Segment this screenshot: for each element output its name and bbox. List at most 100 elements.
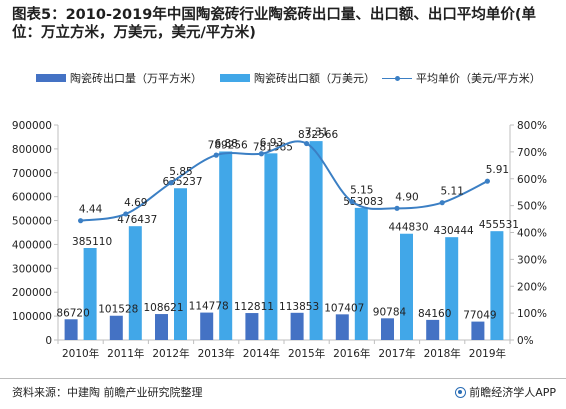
combo-chart: 0 100000 200000 300000 400000 500000 600000 700… bbox=[12, 120, 547, 360]
right-tick-label: 700% bbox=[517, 147, 547, 159]
label-volume: 112811 bbox=[234, 301, 274, 313]
x-tick-label: 2013年 bbox=[198, 347, 235, 360]
bar-value bbox=[490, 231, 504, 340]
right-tick-label: 500% bbox=[517, 201, 547, 213]
legend-label-value: 陶瓷砖出口额（万美元） bbox=[254, 72, 375, 85]
label-price: 5.91 bbox=[486, 164, 509, 176]
price-point bbox=[439, 200, 445, 206]
legend-item-value: 陶瓷砖出口额（万美元） bbox=[220, 70, 375, 86]
right-tick-label: 800% bbox=[517, 120, 547, 132]
bar-value bbox=[354, 207, 368, 340]
bar-volume bbox=[335, 314, 349, 340]
label-value: 430444 bbox=[434, 225, 474, 237]
label-volume: 84160 bbox=[418, 308, 451, 320]
bar-volume bbox=[290, 312, 304, 340]
bar-volume bbox=[471, 321, 485, 340]
label-volume: 113853 bbox=[279, 301, 319, 313]
legend-swatch-price bbox=[382, 74, 412, 82]
label-volume: 114778 bbox=[189, 301, 229, 313]
brand-name: 前瞻经济学人APP bbox=[469, 386, 556, 399]
legend-label-volume: 陶瓷砖出口量（万平方米） bbox=[70, 72, 202, 85]
left-tick-label: 200000 bbox=[12, 287, 52, 299]
price-point bbox=[394, 205, 400, 211]
bar-value bbox=[219, 151, 233, 340]
label-value: 789256 bbox=[208, 139, 248, 151]
price-point bbox=[304, 140, 310, 147]
label-price: 4.90 bbox=[395, 191, 418, 203]
label-value: 553083 bbox=[343, 196, 383, 208]
price-line bbox=[80, 140, 488, 222]
right-tick-label: 300% bbox=[517, 254, 547, 266]
bar-value bbox=[174, 188, 187, 340]
label-price: 5.85 bbox=[169, 166, 192, 178]
label-value: 385110 bbox=[72, 236, 112, 248]
label-volume: 108621 bbox=[143, 302, 183, 314]
label-volume: 77049 bbox=[463, 310, 496, 322]
left-tick-label: 100000 bbox=[12, 311, 52, 323]
label-value: 832566 bbox=[298, 129, 338, 141]
right-tick-label: 100% bbox=[517, 308, 547, 320]
right-tick-label: 400% bbox=[517, 228, 547, 240]
legend-swatch-value bbox=[220, 74, 250, 82]
right-tick-label: 600% bbox=[517, 174, 547, 186]
label-price: 7.31 bbox=[305, 127, 328, 139]
left-tick-label: 800000 bbox=[12, 144, 52, 156]
label-value: 444830 bbox=[388, 222, 428, 234]
legend-item-price: 平均单价（美元/平方米） bbox=[382, 70, 541, 86]
bar-volume bbox=[64, 319, 78, 340]
price-point bbox=[258, 151, 264, 157]
label-volume: 107407 bbox=[324, 302, 364, 314]
label-price: 6.88 bbox=[215, 138, 238, 150]
brand: 前瞻经济学人APP bbox=[455, 384, 556, 400]
label-price: 5.15 bbox=[350, 185, 373, 197]
source-note: 资料来源：中建陶 前瞻产业研究院整理 bbox=[12, 386, 203, 399]
price-point bbox=[168, 180, 174, 186]
x-tick-label: 2019年 bbox=[469, 347, 506, 360]
bar-volume bbox=[200, 312, 214, 340]
x-tick-label: 2018年 bbox=[424, 347, 461, 360]
price-point bbox=[123, 211, 129, 217]
x-tick-label: 2017年 bbox=[378, 347, 415, 360]
left-tick-label: 400000 bbox=[12, 239, 52, 251]
price-point bbox=[349, 198, 355, 205]
label-value: 635237 bbox=[162, 176, 202, 188]
footer: 资料来源：中建陶 前瞻产业研究院整理 前瞻经济学人APP bbox=[0, 378, 566, 409]
left-tick-label: 600000 bbox=[12, 192, 52, 204]
label-value: 781385 bbox=[253, 141, 293, 153]
legend: 陶瓷砖出口量（万平方米） 陶瓷砖出口额（万美元） 平均单价（美元/平方米） bbox=[0, 70, 566, 88]
bar-value bbox=[400, 233, 413, 340]
label-price: 6.93 bbox=[260, 137, 283, 149]
legend-item-volume: 陶瓷砖出口量（万平方米） bbox=[36, 70, 202, 86]
label-volume: 101528 bbox=[98, 304, 138, 316]
bar-value bbox=[128, 226, 142, 340]
price-point bbox=[484, 178, 490, 184]
legend-swatch-volume bbox=[36, 74, 66, 82]
bar-value bbox=[264, 153, 278, 340]
brand-logo-icon bbox=[455, 386, 467, 398]
chart-title: 图表5：2010-2019年中国陶瓷砖行业陶瓷砖出口量、出口额、出口平均单价(单… bbox=[12, 7, 536, 41]
price-point bbox=[78, 218, 84, 224]
price-point bbox=[213, 152, 219, 158]
bar-volume bbox=[381, 318, 394, 340]
bar-volume bbox=[109, 315, 123, 340]
label-price: 5.11 bbox=[441, 186, 464, 198]
left-tick-label: 900000 bbox=[12, 120, 52, 132]
left-tick-label: 700000 bbox=[12, 168, 52, 180]
x-tick-label: 2014年 bbox=[243, 347, 280, 360]
legend-label-price: 平均单价（美元/平方米） bbox=[416, 72, 541, 85]
x-tick-label: 2016年 bbox=[333, 347, 370, 360]
left-tick-label: 300000 bbox=[12, 263, 52, 275]
x-tick-label: 2012年 bbox=[152, 347, 189, 360]
label-volume: 90784 bbox=[373, 306, 407, 318]
bar-value bbox=[83, 248, 97, 340]
bar-volume bbox=[245, 313, 259, 340]
left-tick-label: 0 bbox=[45, 335, 52, 347]
x-tick-label: 2010年 bbox=[62, 347, 99, 360]
label-price: 4.44 bbox=[79, 204, 103, 216]
label-value: 476437 bbox=[117, 214, 157, 226]
x-tick-label: 2011年 bbox=[107, 347, 144, 360]
bar-volume bbox=[426, 319, 440, 340]
right-tick-label: 0% bbox=[517, 335, 534, 347]
bar-value bbox=[445, 237, 459, 340]
label-price: 4.69 bbox=[124, 197, 147, 209]
